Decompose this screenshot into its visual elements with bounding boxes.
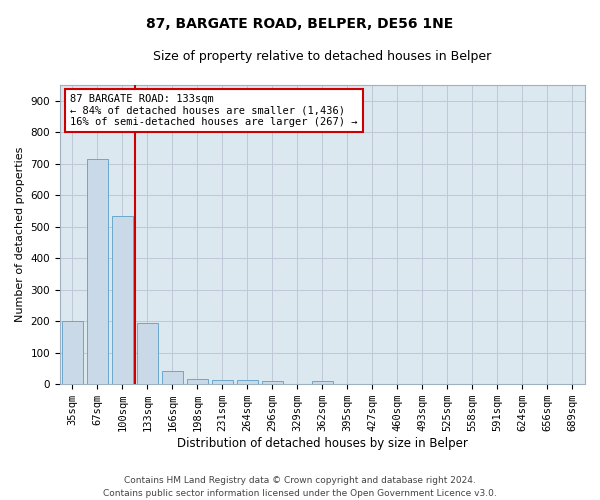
Bar [62, 320, 83, 384]
Bar [87, 160, 108, 384]
Bar [187, 378, 208, 384]
Bar [312, 381, 333, 384]
Text: 87 BARGATE ROAD: 133sqm
← 84% of detached houses are smaller (1,436)
16% of semi: 87 BARGATE ROAD: 133sqm ← 84% of detache… [70, 94, 358, 127]
Text: Contains HM Land Registry data © Crown copyright and database right 2024.
Contai: Contains HM Land Registry data © Crown c… [103, 476, 497, 498]
X-axis label: Distribution of detached houses by size in Belper: Distribution of detached houses by size … [177, 437, 468, 450]
Bar [162, 371, 183, 384]
Bar [262, 382, 283, 384]
Bar [212, 380, 233, 384]
Bar [137, 324, 158, 384]
Text: 87, BARGATE ROAD, BELPER, DE56 1NE: 87, BARGATE ROAD, BELPER, DE56 1NE [146, 18, 454, 32]
Title: Size of property relative to detached houses in Belper: Size of property relative to detached ho… [154, 50, 491, 63]
Bar [112, 216, 133, 384]
Bar [237, 380, 258, 384]
Y-axis label: Number of detached properties: Number of detached properties [15, 147, 25, 322]
